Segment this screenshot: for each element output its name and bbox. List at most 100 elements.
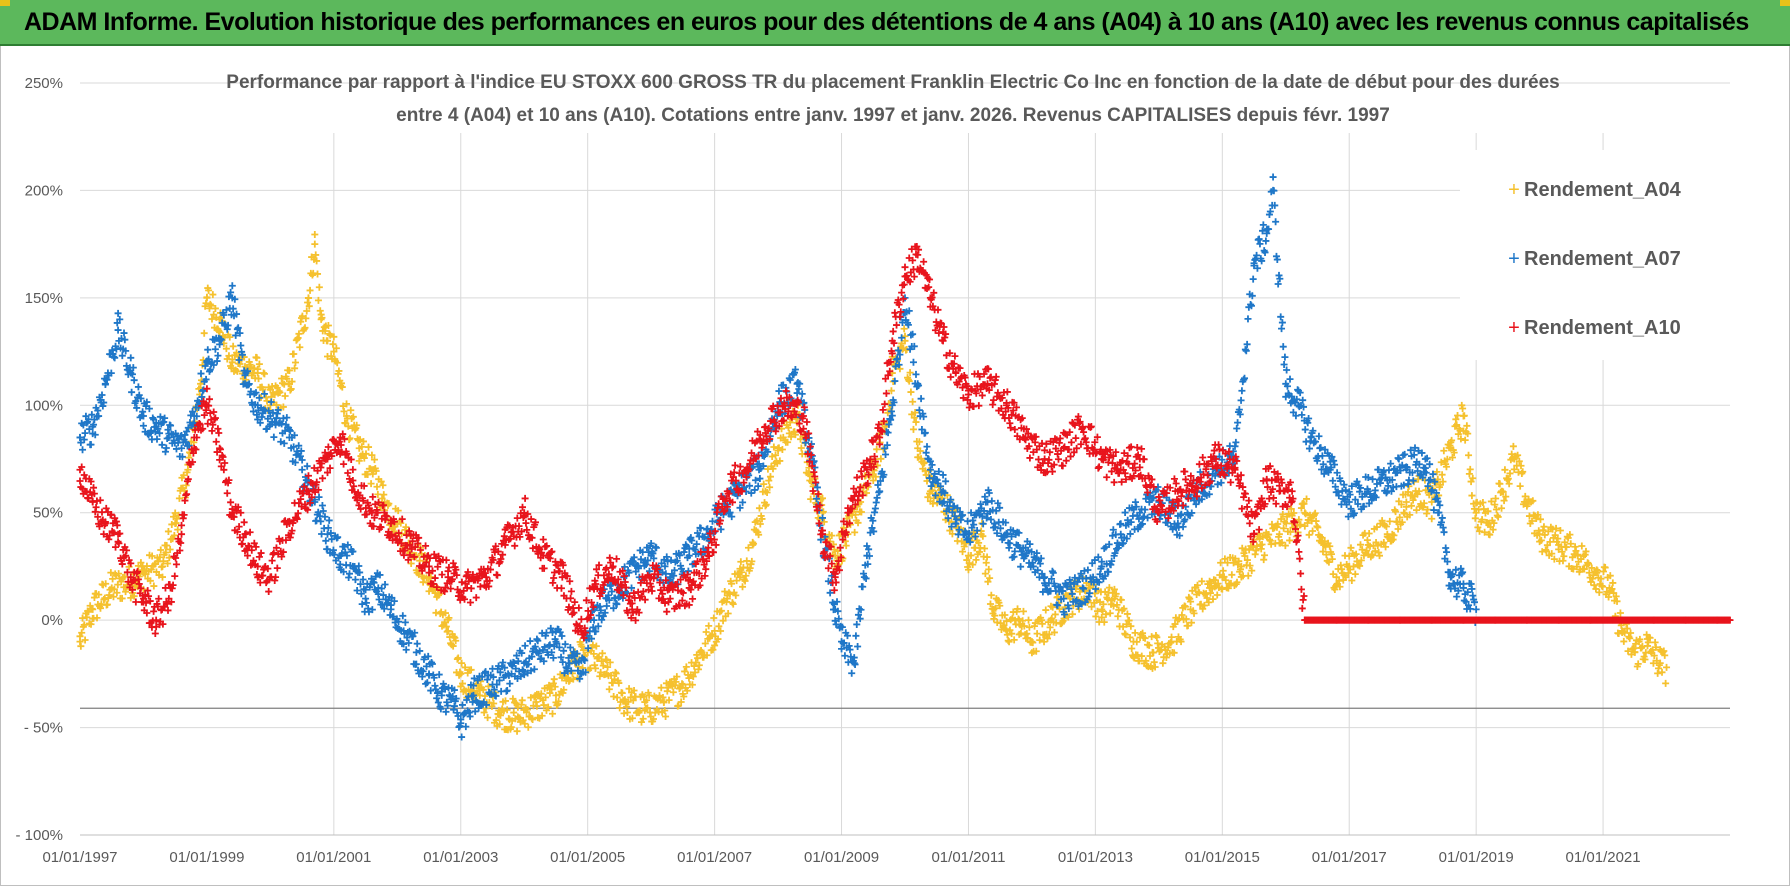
data-point — [1025, 623, 1033, 631]
data-point — [197, 370, 205, 378]
data-point — [912, 418, 920, 426]
data-point — [326, 331, 334, 339]
data-point — [1235, 557, 1243, 565]
data-point — [368, 451, 376, 459]
data-point — [1287, 505, 1295, 513]
data-point — [1108, 596, 1116, 604]
data-point — [216, 328, 224, 336]
data-point — [379, 481, 387, 489]
data-point — [332, 344, 340, 352]
y-tick-label: 0% — [41, 612, 63, 629]
data-point — [1237, 396, 1245, 404]
data-point — [1234, 419, 1242, 427]
data-point — [820, 518, 828, 526]
data-point — [358, 443, 366, 451]
data-point — [1615, 630, 1623, 638]
data-point — [555, 697, 563, 705]
data-point — [1454, 411, 1462, 419]
data-point — [1045, 630, 1053, 638]
data-point — [1369, 551, 1377, 559]
data-point — [765, 477, 773, 485]
data-point — [986, 574, 994, 582]
data-point — [1638, 642, 1646, 650]
data-point — [578, 642, 586, 650]
data-point — [80, 621, 88, 629]
data-point — [551, 569, 559, 577]
data-point — [496, 720, 504, 728]
data-point — [1020, 622, 1028, 630]
data-point — [1498, 504, 1506, 512]
data-point — [1019, 607, 1027, 615]
data-point — [1032, 647, 1040, 655]
data-point — [542, 693, 550, 701]
data-point — [423, 574, 430, 582]
data-point — [567, 587, 575, 595]
data-point — [1279, 343, 1287, 351]
data-point — [237, 342, 245, 350]
data-point — [507, 723, 515, 731]
x-tick-label: 01/01/2021 — [1566, 849, 1641, 866]
data-point — [156, 553, 164, 561]
data-point — [1382, 523, 1390, 531]
data-point — [1492, 506, 1500, 514]
data-point — [103, 601, 111, 609]
data-point — [1275, 533, 1283, 541]
data-point — [762, 501, 770, 509]
data-point — [1300, 500, 1308, 508]
data-point — [755, 531, 763, 539]
data-point — [662, 713, 670, 721]
data-point — [1424, 506, 1431, 514]
data-point — [857, 508, 865, 516]
data-point — [355, 457, 363, 465]
data-point — [303, 307, 311, 315]
data-point — [985, 565, 993, 573]
data-point — [683, 687, 691, 695]
data-point — [175, 494, 183, 502]
data-point — [728, 580, 736, 588]
data-point — [569, 675, 577, 683]
data-point — [76, 632, 84, 640]
data-point — [467, 584, 475, 592]
data-point — [1428, 498, 1436, 506]
data-point — [972, 556, 980, 564]
data-point — [1205, 598, 1213, 606]
data-point — [378, 494, 386, 502]
data-point — [1480, 505, 1488, 513]
data-point — [636, 707, 644, 715]
data-point — [1514, 451, 1522, 459]
data-point — [1177, 638, 1185, 646]
data-point — [1279, 510, 1287, 518]
data-point — [996, 602, 1004, 610]
data-point — [530, 665, 538, 673]
data-point — [1198, 577, 1206, 585]
y-tick-label: 50% — [33, 505, 63, 522]
data-point — [719, 617, 727, 625]
data-point — [964, 566, 972, 574]
data-point — [229, 305, 237, 313]
data-point — [500, 707, 508, 715]
data-point — [1170, 649, 1178, 657]
data-point — [769, 465, 777, 473]
data-point — [898, 289, 906, 297]
data-point — [287, 385, 295, 393]
data-point — [164, 606, 172, 614]
data-point — [959, 548, 967, 556]
data-point — [172, 445, 180, 453]
data-point — [986, 600, 994, 608]
data-point — [766, 473, 774, 481]
data-point — [722, 598, 730, 606]
data-point — [506, 680, 514, 688]
data-point — [1374, 542, 1382, 550]
data-point — [1217, 559, 1225, 567]
data-point — [1219, 567, 1227, 575]
data-point — [1554, 535, 1562, 543]
data-point — [1490, 519, 1498, 527]
data-point — [279, 403, 287, 411]
data-point — [1125, 616, 1133, 624]
data-point — [1517, 462, 1525, 470]
data-point — [649, 715, 657, 723]
data-point — [381, 581, 389, 589]
data-point — [1662, 679, 1670, 687]
data-point — [975, 402, 983, 410]
data-point — [660, 698, 668, 706]
